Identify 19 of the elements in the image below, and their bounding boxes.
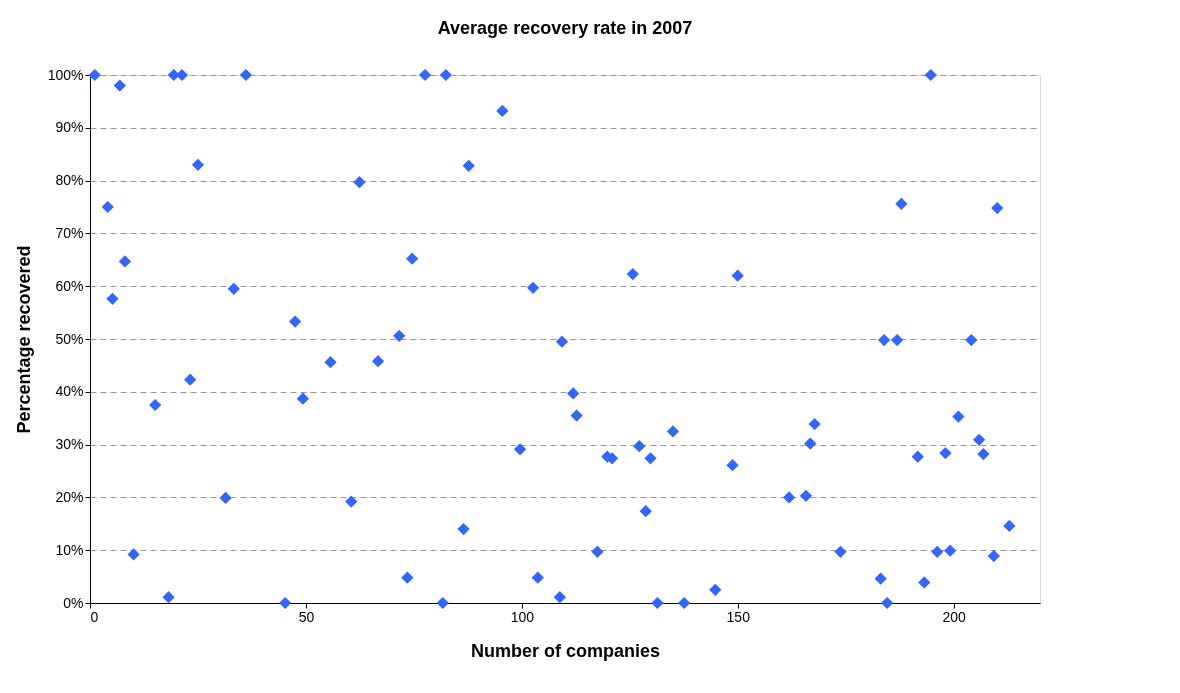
x-tick-label: 100 xyxy=(510,608,535,625)
y-tick-label: 50% xyxy=(55,330,84,347)
y-tick-label: 70% xyxy=(55,224,84,241)
chart-title: Average recovery rate in 2007 xyxy=(437,18,693,38)
x-tick-label: 150 xyxy=(726,608,751,625)
y-tick-label: 20% xyxy=(55,488,84,505)
y-tick-label: 90% xyxy=(55,119,84,136)
y-tick-label: 80% xyxy=(55,172,84,189)
y-tick-label: 60% xyxy=(55,277,84,294)
y-tick-label: 0% xyxy=(63,594,84,611)
y-tick-label: 10% xyxy=(55,541,84,558)
y-tick-label: 40% xyxy=(55,383,84,400)
y-axis-title: Percentage recovered xyxy=(13,245,34,434)
x-tick-label: 200 xyxy=(942,608,967,625)
y-tick-label: 30% xyxy=(55,436,84,453)
x-axis-title: Number of companies xyxy=(470,640,661,661)
y-tick-label: 100% xyxy=(47,66,84,83)
x-tick-label: 0 xyxy=(90,608,99,625)
x-tick-label: 50 xyxy=(298,608,315,625)
